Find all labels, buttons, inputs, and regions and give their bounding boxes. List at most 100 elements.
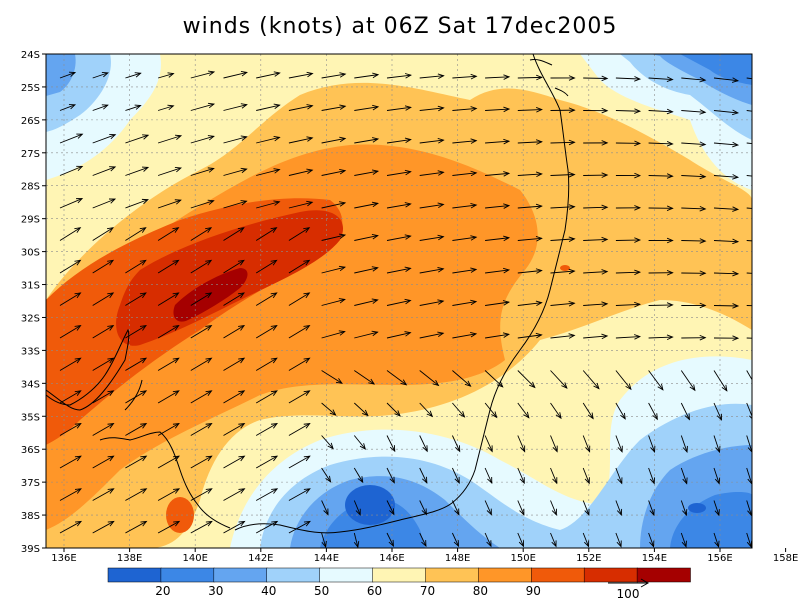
wind-vector-head [666,205,674,212]
wind-vector-head [355,508,361,516]
wind-vector-head [139,259,147,266]
wind-vector [190,357,212,371]
wind-vector [157,199,181,209]
colorbar-labels: 20 30 40 50 60 70 80 90 100 [155,578,650,600]
longitude-labels: 136E 138E 140E 142E 144E 146E 148E 150E 152E 154E… [51,548,798,564]
wind-vector [288,201,313,209]
wind-vector-head [491,411,498,419]
wind-vector [59,259,81,274]
lon-label: 136E [51,553,76,564]
wind-vector [681,207,706,210]
wind-vector [517,402,530,419]
wind-vector [157,521,180,534]
colorbar-label: 60 [367,584,382,598]
lon-label: 146E [379,553,404,564]
wind-vector-head [487,445,493,453]
wind-vector-head [765,175,771,180]
wind-vector-head [453,540,459,548]
wind-vector [681,175,706,178]
wind-vector [484,500,492,515]
wind-vector [484,435,493,452]
wind-vector-head [207,102,216,109]
map-frame [45,53,753,549]
wind-vector-head [502,300,511,306]
wind-vector-head [140,422,148,429]
wind-vector [746,207,752,209]
wind-vector-head [205,325,213,331]
wind-vector-head [134,72,142,78]
colorbar-swatch [266,567,321,583]
wind-vector [746,272,752,274]
wind-vector [255,390,278,404]
wind-vector [92,455,114,469]
wind-vector-head [601,333,609,340]
wind-vector [713,110,738,114]
wind-vector-head [404,331,412,337]
wind-vector [583,238,608,241]
wind-vector [190,423,212,436]
wind-vector-head [270,259,278,266]
wind-vector [223,488,245,501]
wind-vector-head [699,141,707,147]
wind-vector-head [238,455,246,462]
wind-vector-head [689,384,696,392]
wind-vector-head [437,267,445,273]
wind-vector-head [68,104,77,110]
wind-vector-head [666,108,674,115]
wind-vector-head [339,136,347,143]
wind-vector-head [470,138,478,144]
wind-vector-head [765,336,771,341]
wind-vector-head [107,422,115,429]
wind-vector [419,236,444,241]
wind-vector-head [732,206,740,212]
wind-vector-head [666,173,674,179]
wind-vector-head [270,325,278,331]
wind-vector-head [139,325,147,331]
wind-vector-head [666,237,674,244]
wind-vector-head [568,75,576,81]
wind-vector [550,334,575,339]
wind-vector-head [470,299,478,306]
wind-vector-head [732,335,740,341]
wind-vector-head [568,171,576,178]
wind-vector-head [338,298,346,304]
lon-label: 150E [510,553,535,564]
wind-vector [550,402,562,419]
wind-vector-head [325,475,332,483]
wind-vector [92,134,116,144]
wind-vector-head [437,202,445,208]
wind-vector-head [454,508,460,516]
lon-label: 156E [707,553,732,564]
wind-vector-head [273,168,281,174]
wind-vector-head [529,381,536,389]
wind-vector-head [470,332,478,338]
wind-vector [713,175,738,178]
wind-vector [223,200,247,209]
wind-vector [680,532,687,547]
wind-vector-head [568,333,576,339]
wind-vector-head [389,476,395,484]
wind-vector-head [715,446,721,454]
wind-vector [190,325,212,339]
wind-vector [484,402,498,418]
wind-vector [190,455,212,469]
wind-vector [517,270,542,274]
wind-vector [223,227,245,241]
wind-vector-head [172,357,180,364]
wind-vector [451,500,460,515]
wind-vector [713,532,720,547]
colorbar-swatch [636,567,691,583]
wind-vector-head [270,390,278,396]
wind-vector-head [303,422,311,429]
wind-vector [223,292,245,306]
wind-vector [648,370,664,391]
wind-vector [190,135,214,144]
wind-vector-head [634,334,642,340]
wind-vector [321,170,346,176]
wind-vector-head [422,476,428,484]
wind-vector-head [470,202,478,209]
colorbar-label: 40 [261,584,276,598]
wind-vector [321,105,346,111]
wind-vector [288,73,313,79]
wind-vector [157,73,174,79]
